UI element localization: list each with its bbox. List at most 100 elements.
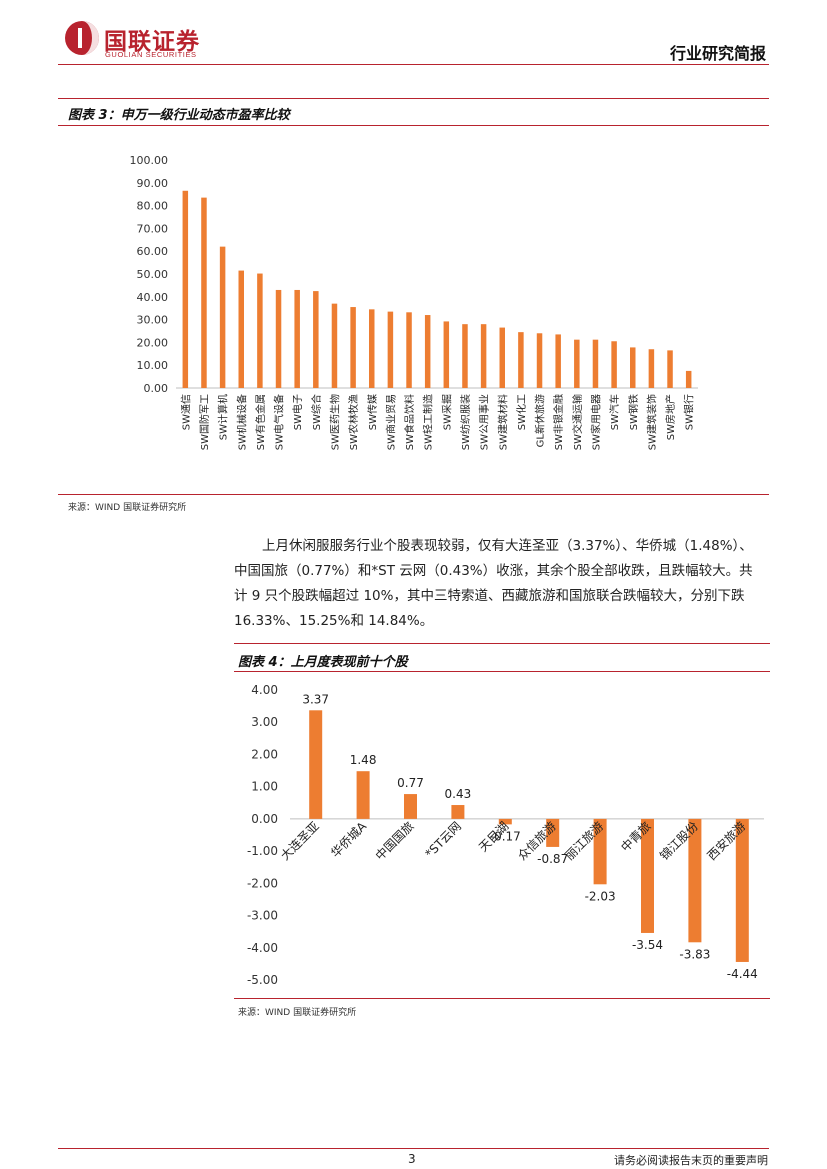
data-label: -2.03 [585, 889, 616, 903]
data-label: 0.43 [445, 787, 472, 801]
bar [406, 312, 412, 388]
x-tick-label: SW食品饮料 [403, 394, 416, 450]
bar [331, 303, 338, 388]
y-tick-label: -5.00 [247, 973, 278, 987]
y-tick-label: -2.00 [247, 876, 278, 890]
x-tick-label: SW机械设备 [235, 394, 248, 450]
bar [667, 350, 673, 388]
x-tick-label: SW银行 [683, 394, 696, 430]
data-label: 0.77 [397, 776, 424, 790]
bar [294, 289, 300, 388]
bar [518, 332, 524, 388]
x-tick-label: SW交通运输 [571, 394, 584, 450]
bar [350, 307, 356, 388]
x-tick-label: SW非银金融 [552, 394, 565, 450]
bar [499, 327, 505, 388]
x-tick-label: 中国国旅 [372, 818, 417, 863]
y-tick-label: 4.00 [251, 683, 278, 697]
bar [424, 315, 431, 388]
figure4-source: 来源：WIND 国联证券研究所 [238, 1008, 357, 1018]
pe-ratio-bar-chart: 0.00 10.00 20.00 30.00 40.00 50.00 60.00 70.00 8… [130, 154, 698, 450]
bar [369, 309, 375, 388]
page-number: 3 [408, 1152, 416, 1166]
bar [593, 818, 607, 885]
y-tick-label: 30.00 [137, 314, 169, 327]
y-tick-label: 3.00 [251, 715, 278, 729]
bar [498, 818, 512, 825]
data-label: -0.17 [490, 829, 521, 843]
x-tick-label: GL新休旅游 [534, 394, 547, 447]
report-type: 行业研究简报 [669, 44, 766, 63]
x-tick-label: SW医药生物 [328, 394, 341, 450]
bar [313, 291, 319, 388]
x-tick-label: SW有色金属 [254, 394, 267, 450]
bar [275, 289, 282, 388]
figure3-title-rule [58, 125, 769, 126]
bar [182, 190, 189, 388]
bar [611, 341, 617, 388]
paragraph-line: 中国国旅（0.77%）和*ST 云网（0.43%）收涨，其余个股全部收跌，且跌幅… [234, 563, 753, 579]
figure4-top-rule [234, 643, 770, 644]
footer-disclaimer: 请务必阅读报告末页的重要声明 [614, 1154, 768, 1167]
bar [451, 805, 465, 819]
x-tick-label: *ST云网 [422, 819, 464, 861]
bar [480, 324, 487, 388]
y-tick-label: 40.00 [137, 291, 169, 304]
y-tick-label: 70.00 [137, 222, 169, 235]
x-tick-label: SW电子 [291, 394, 304, 430]
bar [219, 246, 226, 388]
y-tick-label: -1.00 [247, 844, 278, 858]
x-tick-label: SW传媒 [367, 394, 379, 430]
bar [735, 818, 749, 962]
data-label: -4.44 [727, 967, 758, 981]
x-tick-label: SW化工 [515, 394, 528, 430]
x-tick-label: SW采掘 [440, 394, 453, 430]
figure4-bottom-rule [234, 998, 770, 999]
x-tick-label: SW房地产 [664, 394, 677, 440]
y-tick-label: 10.00 [137, 359, 169, 372]
x-tick-label: SW建筑装饰 [645, 394, 658, 450]
x-tick-label: SW国防军工 [198, 394, 211, 450]
guolian-logo-icon [65, 21, 99, 55]
y-tick-label: -3.00 [247, 909, 278, 923]
paragraph-line: 计 9 只个股跌幅超过 10%，其中三特索道、西藏旅游和国旅联合跌幅较大，分别下… [234, 588, 745, 604]
data-label: 3.37 [302, 692, 329, 706]
x-tick-label: 华侨城A [328, 819, 370, 861]
bar [404, 794, 417, 819]
x-tick-label: SW通信 [180, 394, 192, 430]
bar [238, 270, 244, 388]
bar [688, 818, 702, 943]
figure3-title: 图表 3：申万一级行业动态市盈率比较 [68, 108, 290, 123]
top10-stocks-bar-chart: -5.00 -4.00 -3.00 -2.00 -1.00 0.00 1.00 2.00 3.0… [247, 683, 764, 987]
x-tick-label: SW公用事业 [478, 394, 491, 450]
figure3-bottom-rule [58, 494, 769, 495]
figure4-title: 图表 4：上月度表现前十个股 [238, 655, 408, 670]
y-tick-label: 60.00 [137, 245, 169, 258]
bar [546, 818, 560, 847]
y-tick-label: -4.00 [247, 941, 278, 955]
y-tick-label: 80.00 [137, 200, 169, 213]
data-label: -3.83 [679, 947, 710, 961]
company-name-en: GUOLIAN SECURITIES [105, 50, 197, 59]
figure3-top-rule [58, 98, 769, 99]
body-paragraph: 上月休闲服服务行业个股表现较弱，仅有大连圣亚（3.37%）、华侨城（1.48%）… [234, 534, 770, 634]
footer-rule [58, 1148, 769, 1149]
y-tick-label: 2.00 [251, 747, 278, 761]
bar [443, 321, 450, 388]
y-tick-label: 0.00 [144, 382, 169, 395]
bar [356, 771, 370, 819]
x-tick-label: SW建筑材料 [496, 394, 509, 450]
x-tick-label: SW纺织服装 [459, 394, 472, 450]
bar [257, 273, 263, 388]
bar [592, 339, 599, 388]
x-tick-label: SW电气设备 [273, 394, 286, 450]
paragraph-line: 16.33%、15.25%和 14.84%。 [234, 613, 434, 629]
data-label: -0.87 [537, 852, 568, 866]
data-label: -3.54 [632, 938, 663, 952]
figure4-title-rule [234, 671, 770, 672]
y-tick-label: 50.00 [137, 268, 169, 281]
x-tick-label: SW钢铁 [627, 394, 640, 430]
x-tick-label: SW计算机 [217, 394, 230, 440]
company-name: 国联证券 [104, 29, 200, 55]
bar [574, 339, 580, 388]
